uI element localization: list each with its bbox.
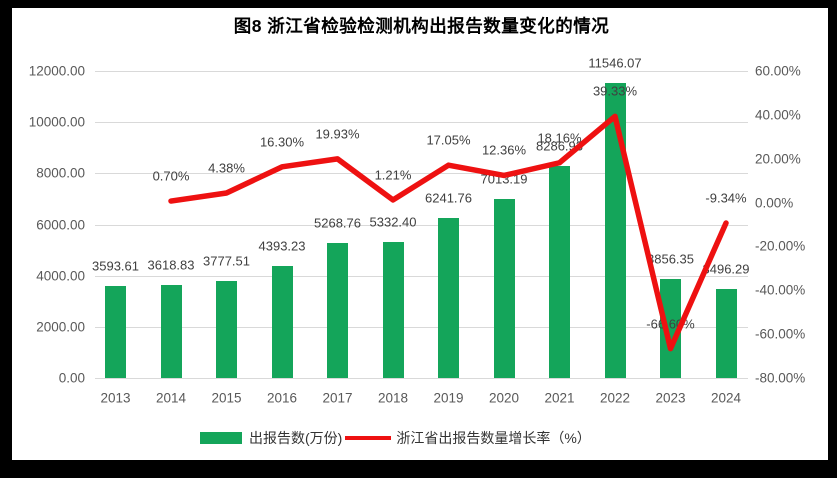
- bar: [493, 198, 515, 378]
- left-axis-tick: 8000.00: [36, 165, 85, 181]
- right-axis-tick: 20.00%: [755, 151, 801, 167]
- grid-line: [95, 326, 748, 328]
- bar: [438, 218, 459, 378]
- legend-bar-swatch-icon: [200, 432, 242, 444]
- left-axis-tick: 2000.00: [36, 319, 85, 335]
- x-axis-year-label: 2014: [155, 390, 187, 406]
- growth-rate-label: 16.30%: [259, 134, 305, 150]
- grid-line: [95, 275, 748, 277]
- left-axis-tick: 4000.00: [36, 268, 85, 284]
- bar-value-label: 6241.76: [425, 190, 472, 206]
- grid-line: [95, 173, 748, 175]
- left-axis-tick: 12000.00: [28, 63, 85, 79]
- grid-line: [95, 122, 748, 124]
- left-axis-tick: 10000.00: [28, 114, 85, 130]
- right-axis-tick: -80.00%: [755, 370, 806, 386]
- growth-rate-label: 1.21%: [374, 167, 412, 183]
- chart-title: 图8 浙江省检验检测机构出报告数量变化的情况: [233, 16, 610, 36]
- bar: [715, 288, 737, 378]
- bar-value-label: 11546.07: [588, 55, 642, 71]
- growth-rate-label: 17.05%: [426, 132, 471, 148]
- growth-rate-label: 4.38%: [208, 160, 245, 176]
- bar-value-label: 3856.35: [647, 251, 694, 267]
- bar-value-label: 5332.40: [369, 214, 417, 230]
- bar: [271, 265, 293, 378]
- bar: [660, 279, 681, 378]
- bar: [327, 243, 348, 378]
- growth-rate-label: -9.34%: [705, 190, 747, 206]
- x-axis-year-label: 2023: [655, 390, 686, 406]
- bar-value-label: 4393.23: [258, 238, 306, 254]
- chart-canvas: [12, 8, 828, 460]
- x-axis-year-label: 2022: [599, 390, 631, 406]
- right-axis-tick: 0.00%: [755, 195, 794, 211]
- bar: [105, 286, 126, 378]
- bar: [160, 285, 182, 378]
- x-axis-year-label: 2019: [433, 390, 464, 406]
- x-axis-year-label: 2021: [544, 390, 575, 406]
- right-axis-tick: -40.00%: [755, 282, 806, 298]
- bar: [382, 241, 404, 378]
- legend-bar-label: 出报告数(万份): [249, 430, 343, 446]
- growth-rate-label: 12.36%: [481, 142, 527, 158]
- bar-value-label: 3496.29: [702, 261, 750, 277]
- growth-line: [168, 113, 729, 352]
- legend-line-label: 浙江省出报告数量增长率（%）: [396, 430, 591, 446]
- right-axis-tick: 60.00%: [755, 63, 801, 79]
- bar-value-label: 3777.51: [203, 253, 250, 269]
- grid-line: [95, 71, 748, 72]
- growth-rate-label: 39.33%: [592, 83, 638, 99]
- bar-value-label: 3618.83: [147, 257, 195, 273]
- left-axis-tick: 6000.00: [36, 217, 85, 232]
- right-axis-tick: -20.00%: [755, 238, 806, 254]
- growth-rate-label: 18.16%: [537, 130, 582, 146]
- bar: [549, 165, 570, 378]
- growth-rate-label: 19.93%: [315, 126, 360, 142]
- right-axis-tick: -60.00%: [755, 326, 806, 342]
- bar-value-label: 3593.61: [92, 258, 139, 274]
- x-axis-year-label: 2015: [211, 390, 242, 406]
- growth-rate-label: 0.70%: [152, 168, 190, 184]
- grid-line: [95, 224, 748, 226]
- right-axis-tick: 40.00%: [755, 107, 801, 123]
- x-axis-year-label: 2017: [322, 390, 353, 406]
- bar: [216, 281, 237, 378]
- x-axis-year-label: 2020: [488, 390, 520, 406]
- grid-line: [95, 378, 748, 379]
- legend: 出报告数(万份) 浙江省出报告数量增长率（%）: [200, 429, 591, 447]
- x-axis-year-label: 2018: [377, 390, 409, 406]
- x-axis-year-label: 2016: [266, 390, 298, 406]
- bar-value-label: 5268.76: [314, 215, 361, 231]
- legend-line-swatch-icon: [345, 436, 392, 440]
- x-axis-year-label: 2024: [710, 390, 742, 406]
- left-axis-tick: 0.00: [58, 370, 85, 386]
- bar: [604, 82, 626, 378]
- x-axis-year-label: 2013: [100, 390, 131, 406]
